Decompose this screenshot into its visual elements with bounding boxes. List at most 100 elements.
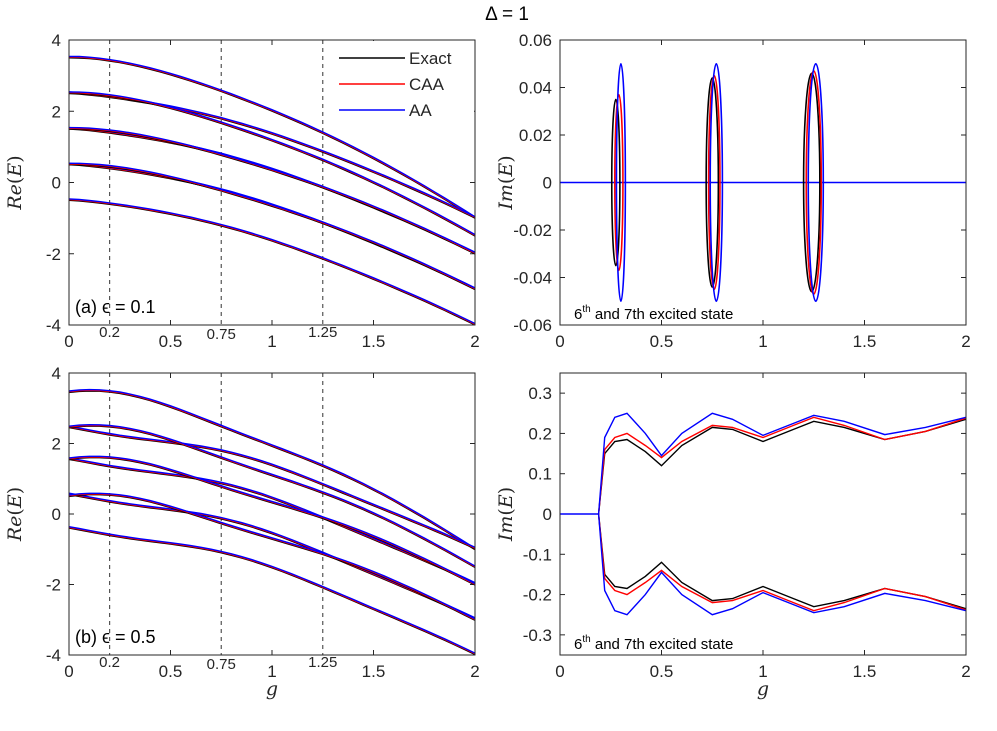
- legend-label-aa: AA: [409, 101, 432, 120]
- extra-x-tick-label: 0.75: [207, 326, 236, 343]
- series-line-aa: [69, 492, 475, 620]
- x-tick-label: 0.5: [650, 332, 674, 351]
- series-line-caa: [597, 513, 966, 612]
- plot-area: [69, 373, 475, 655]
- series-group: [560, 412, 966, 616]
- y-axis-label: Re(E): [4, 487, 26, 542]
- y-tick-label: 0.06: [519, 31, 552, 50]
- series-line-exact: [597, 418, 966, 515]
- plot-frame: [559, 39, 967, 326]
- x-tick-label: 0.5: [159, 662, 183, 681]
- state-caption: 6th and 7th excited state: [574, 634, 733, 653]
- y-axis-label: Im(E): [495, 155, 517, 210]
- x-tick-label: 2: [470, 332, 479, 351]
- x-tick-label: 1.5: [853, 662, 877, 681]
- extra-x-tick-label: 0.2: [99, 654, 120, 671]
- series-group: [69, 388, 475, 655]
- y-tick-label: 0: [52, 505, 61, 524]
- legend: Exact CAA AA: [335, 41, 474, 125]
- x-tick-label: 1: [758, 332, 767, 351]
- figure-title: Δ = 1: [485, 4, 529, 25]
- panel-a-right: 0 0.5 1 1.5 2 0.06 0.04 0.02 0 -0.02 -0.04 -0.06 Im(…: [495, 31, 971, 351]
- series-line-aa: [69, 126, 475, 254]
- y-tick-label: 4: [52, 31, 61, 50]
- y-tick-label: 0.02: [519, 126, 552, 145]
- plot-frame: [68, 39, 476, 326]
- y-tick-label: 0.3: [528, 384, 552, 403]
- extra-x-tick-label: 0.2: [99, 324, 120, 341]
- x-tick-label: 0: [64, 332, 73, 351]
- x-tick-label: 0: [555, 332, 564, 351]
- loop-aa: [709, 62, 724, 303]
- extra-x-tick-label: 1.25: [308, 654, 337, 671]
- x-tick-label: 0: [64, 662, 73, 681]
- y-tick-label: -4: [46, 316, 61, 335]
- y-tick-label: -0.04: [513, 269, 552, 288]
- plot-frame: [559, 372, 967, 656]
- series-line-aa: [69, 455, 475, 585]
- y-tick-label: 0: [543, 505, 552, 524]
- panel-annotation: (a) ϵ = 0.1: [75, 297, 156, 317]
- y-axis-label: Im(E): [495, 487, 517, 542]
- series-line-exact: [597, 513, 966, 610]
- legend-box: [335, 41, 474, 125]
- x-tick-label: 2: [470, 662, 479, 681]
- y-tick-label: 2: [52, 102, 61, 121]
- x-tick-label: 1: [267, 332, 276, 351]
- x-tick-label: 0.5: [159, 332, 183, 351]
- series-line-aa: [69, 55, 475, 218]
- y-tick-label: -0.02: [513, 221, 552, 240]
- state-caption: 6th and 7th excited state: [574, 304, 733, 323]
- y-tick-label: -2: [46, 245, 61, 264]
- y-tick-label: -0.1: [523, 545, 552, 564]
- x-tick-label: 0: [555, 662, 564, 681]
- x-tick-label: 1: [758, 662, 767, 681]
- x-tick-label: 2: [961, 662, 970, 681]
- plot-area: [560, 373, 966, 655]
- y-tick-label: 0.2: [528, 424, 552, 443]
- y-tick-label: -0.06: [513, 316, 552, 335]
- x-axis-label: g: [266, 678, 278, 700]
- series-line-aa: [69, 162, 475, 289]
- y-tick-label: -0.2: [523, 586, 552, 605]
- panel-b-right: 0 0.5 1 1.5 2 0.3 0.2 0.1 0 -0.1 -0.2 -0.3 Im(E) g 6th…: [495, 372, 971, 700]
- x-tick-label: 1.5: [362, 662, 386, 681]
- panel-b-left: 0 0.5 1 1.5 2 4 2 0 -2 -4 0.2 0.75 1.25 Re(E) g (b) ϵ =…: [4, 364, 480, 700]
- series-line-aa: [69, 388, 475, 549]
- y-tick-label: 0: [52, 174, 61, 193]
- loop-exact: [705, 77, 720, 288]
- y-tick-label: -4: [46, 646, 61, 665]
- y-tick-label: 0.04: [519, 79, 552, 98]
- x-axis-label: g: [757, 678, 769, 700]
- y-tick-label: -0.3: [523, 626, 552, 645]
- loop-exact: [610, 98, 621, 267]
- series-line-aa: [69, 91, 475, 236]
- extra-x-tick-label: 0.75: [207, 656, 236, 673]
- series-line-aa: [69, 526, 475, 654]
- legend-label-caa: CAA: [409, 75, 445, 94]
- series-line-caa: [597, 416, 966, 515]
- x-tick-label: 2: [961, 332, 970, 351]
- series-group: [560, 62, 966, 303]
- series-group: [69, 55, 475, 325]
- plot-frame: [68, 372, 476, 656]
- x-tick-label: 1.5: [362, 332, 386, 351]
- panel-annotation: (b) ϵ = 0.5: [75, 627, 156, 647]
- y-axis-label: Re(E): [4, 155, 26, 210]
- loop-aa: [615, 62, 627, 303]
- y-tick-label: 2: [52, 435, 61, 454]
- series-line-aa: [69, 198, 475, 325]
- y-tick-label: 4: [52, 364, 61, 383]
- series-line-aa: [597, 412, 966, 515]
- loop-caa: [614, 93, 624, 272]
- y-tick-label: 0.1: [528, 465, 552, 484]
- series-line-aa: [597, 513, 966, 616]
- y-tick-label: 0: [543, 174, 552, 193]
- x-tick-label: 0.5: [650, 662, 674, 681]
- legend-label-exact: Exact: [409, 49, 452, 68]
- x-tick-label: 1.5: [853, 332, 877, 351]
- series-line-aa: [69, 423, 475, 567]
- series-line-aa: [69, 425, 475, 548]
- y-tick-label: -2: [46, 576, 61, 595]
